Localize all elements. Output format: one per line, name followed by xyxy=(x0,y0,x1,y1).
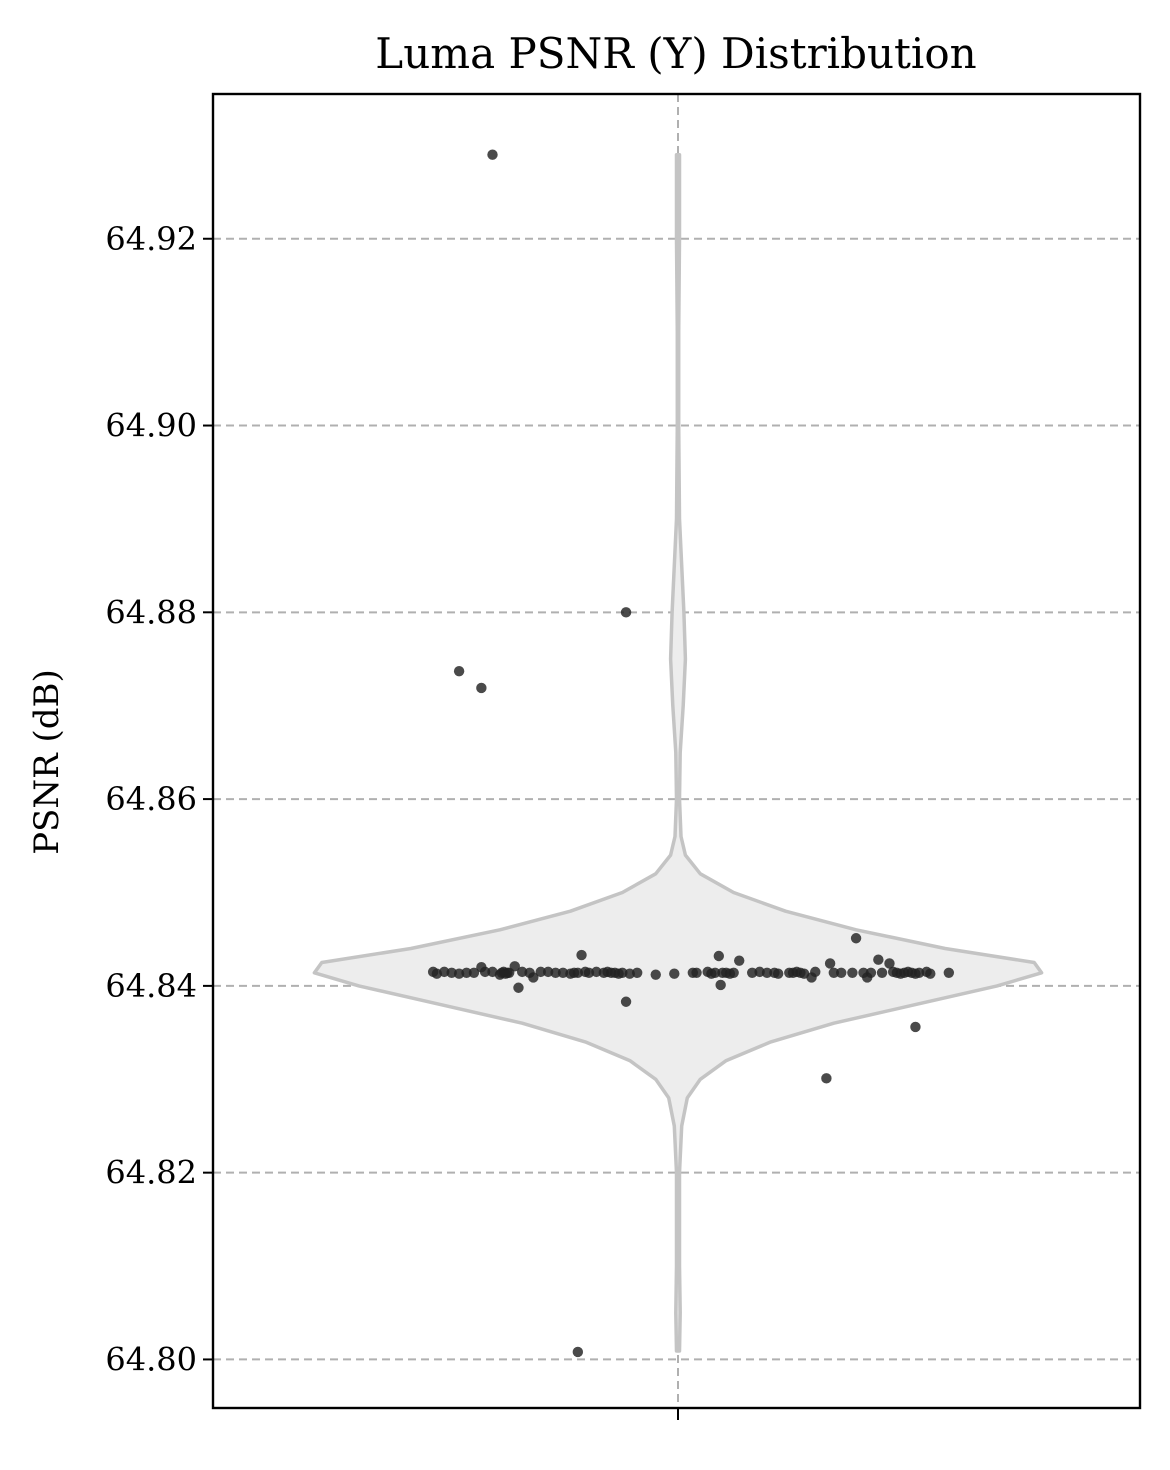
data-point xyxy=(910,1021,921,1033)
data-point xyxy=(810,966,821,978)
violin-shape xyxy=(312,152,1044,1353)
data-point xyxy=(876,967,888,979)
data-point xyxy=(650,969,661,980)
axis-ticks: 64.80 64.82 64.84 64.86 64.88 64.90 64.92 xyxy=(105,220,679,1420)
data-point xyxy=(925,968,936,979)
y-tick-label: 64.80 xyxy=(105,1340,197,1378)
data-point xyxy=(691,967,702,979)
data-point xyxy=(631,967,643,979)
y-tick-label: 64.84 xyxy=(105,967,197,1005)
data-point xyxy=(734,955,745,966)
data-point xyxy=(453,665,465,677)
data-point xyxy=(761,967,773,979)
data-point xyxy=(468,967,480,979)
data-point xyxy=(550,967,561,979)
data-point xyxy=(824,958,836,969)
data-point xyxy=(772,968,784,979)
data-point xyxy=(528,972,539,983)
y-tick-label: 64.86 xyxy=(105,780,197,818)
data-point xyxy=(572,1346,584,1358)
violin-body xyxy=(312,152,1044,1353)
data-point xyxy=(865,967,877,979)
data-point xyxy=(943,967,955,979)
data-point xyxy=(828,967,840,979)
data-point xyxy=(850,933,862,944)
data-point xyxy=(461,967,472,979)
data-point xyxy=(487,149,498,160)
data-point xyxy=(620,607,632,618)
data-point xyxy=(713,950,725,962)
data-point xyxy=(728,967,739,979)
data-point xyxy=(479,966,491,978)
y-tick-label: 64.82 xyxy=(105,1154,197,1192)
data-point xyxy=(513,982,524,993)
chart-title: Luma PSNR (Y) Distribution xyxy=(375,29,976,78)
data-point xyxy=(847,967,858,979)
y-axis-label: PSNR (dB) xyxy=(27,669,67,855)
data-point xyxy=(709,967,721,979)
y-tick-label: 64.90 xyxy=(105,407,197,445)
data-point xyxy=(873,954,884,965)
data-point xyxy=(669,968,680,979)
data-point xyxy=(576,949,587,961)
y-tick-label: 64.88 xyxy=(105,593,197,631)
plot-frame xyxy=(211,92,1142,1410)
data-point xyxy=(884,958,895,969)
data-point xyxy=(535,966,546,978)
data-points xyxy=(427,149,955,1358)
data-point xyxy=(836,967,847,979)
data-point xyxy=(620,996,632,1007)
data-point xyxy=(509,961,520,972)
data-point xyxy=(715,979,726,991)
data-point xyxy=(476,682,487,694)
data-point xyxy=(821,1073,832,1084)
y-tick-label: 64.92 xyxy=(105,220,197,258)
